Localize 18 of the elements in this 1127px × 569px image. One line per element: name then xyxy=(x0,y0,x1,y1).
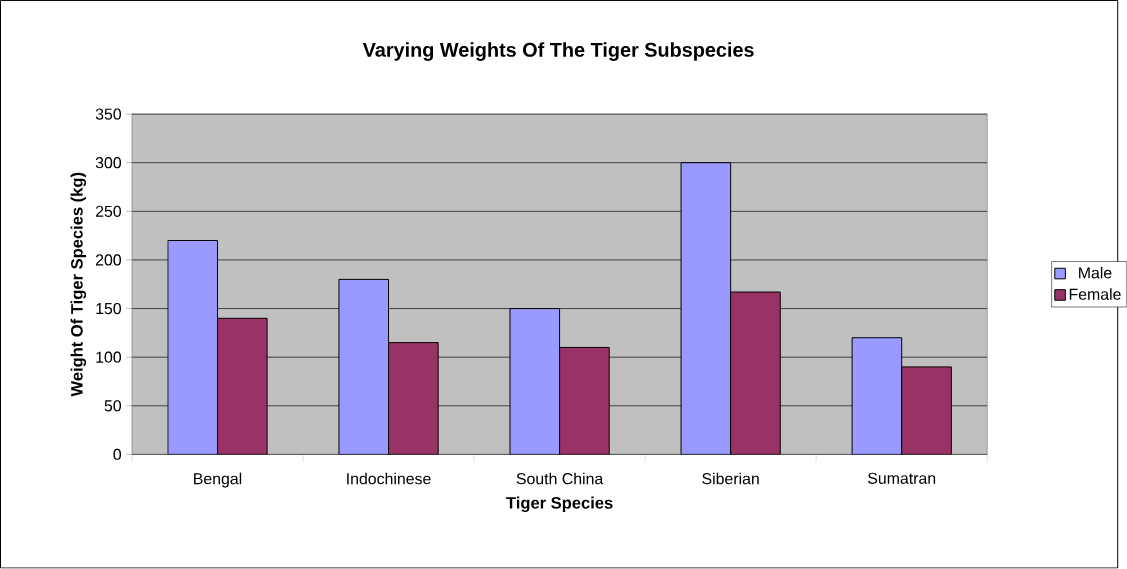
x-tick-label: Bengal xyxy=(194,472,242,488)
x-axis-title: Tiger Species xyxy=(506,496,613,513)
y-tick-label: 350 xyxy=(95,108,122,120)
y-tick-label: 50 xyxy=(104,400,122,412)
y-tick-label: 0 xyxy=(113,449,122,461)
y-tick-label: 250 xyxy=(95,205,122,218)
y-tick-label: 300 xyxy=(95,157,122,169)
x-tick-label: Sumatran xyxy=(868,472,936,485)
x-tick-label: South China xyxy=(516,472,604,485)
y-tick-label: 200 xyxy=(95,254,122,266)
y-axis-title: Weight Of Tiger Species (kg) xyxy=(70,173,87,397)
y-tick-label: 150 xyxy=(96,303,122,315)
legend-label: Female xyxy=(1069,288,1121,301)
y-tick-label: 100 xyxy=(96,351,122,364)
x-tick-label: Indochinese xyxy=(347,472,431,485)
chart-title: Varying Weights Of The Tiger Subspecies xyxy=(362,42,754,62)
legend-label: Male xyxy=(1079,267,1112,279)
x-tick-label: Siberian xyxy=(702,472,759,485)
